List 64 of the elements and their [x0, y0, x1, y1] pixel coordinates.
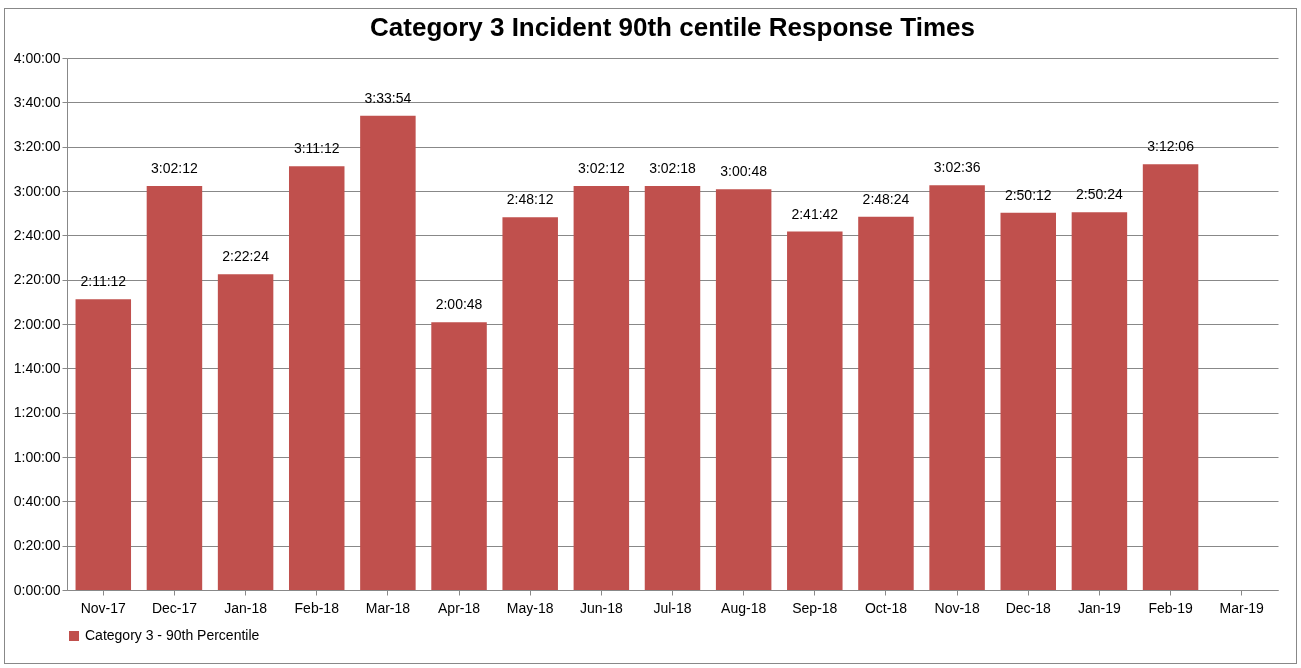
x-tick-label: Jan-19 [1078, 599, 1122, 616]
data-label: 3:02:12 [151, 160, 198, 177]
bar [858, 216, 914, 590]
y-tick-label: 4:00:00 [13, 49, 61, 66]
data-label: 3:11:12 [293, 140, 340, 157]
x-tick-label: Nov-18 [934, 599, 980, 616]
y-tick-label: 0:00:00 [13, 581, 61, 598]
x-tick-label: Sep-18 [792, 599, 838, 616]
y-tick-label: 1:20:00 [13, 404, 61, 421]
bar [146, 186, 203, 590]
x-tick-label: Aug-18 [721, 599, 767, 616]
y-tick-label: 1:00:00 [13, 448, 61, 465]
bar [787, 231, 843, 590]
bar [715, 189, 772, 590]
y-tick-label: 2:40:00 [13, 226, 61, 243]
data-label: 2:48:12 [506, 191, 554, 208]
x-tick-label: Jun-18 [579, 599, 623, 616]
x-tick-label: Apr-18 [438, 599, 481, 616]
y-tick-label: 2:00:00 [13, 315, 61, 332]
y-tick-label: 0:20:00 [13, 537, 61, 554]
x-tick-label: Feb-18 [294, 599, 340, 616]
y-tick-label: 3:40:00 [13, 93, 61, 110]
data-label: 2:50:12 [1004, 186, 1052, 203]
bar [217, 274, 274, 590]
bar [644, 185, 701, 590]
data-label: 2:48:24 [862, 190, 910, 207]
bar [75, 299, 132, 590]
x-tick-label: Feb-19 [1148, 599, 1193, 616]
legend-label: Category 3 - 90th Percentile [85, 627, 260, 643]
data-label: 3:02:18 [649, 159, 697, 176]
y-tick-label: 3:20:00 [13, 138, 61, 155]
data-label: 3:02:36 [933, 159, 981, 176]
x-tick-label: Oct-18 [864, 599, 908, 616]
x-tick-label: Nov-17 [80, 599, 127, 616]
data-label: 2:41:42 [791, 205, 839, 222]
chart-title: Category 3 Incident 90th centile Response Times [370, 12, 975, 42]
bar [431, 322, 487, 590]
x-tick-label: Mar-19 [1219, 599, 1265, 616]
data-label: 3:12:06 [1147, 138, 1195, 155]
y-tick-label: 0:40:00 [13, 492, 61, 509]
bar [288, 166, 345, 590]
x-tick-label: Jul-18 [653, 599, 692, 616]
bar [360, 115, 416, 590]
data-label: 2:50:24 [1076, 186, 1123, 203]
bar [502, 217, 558, 590]
x-tick-label: Dec-17 [151, 599, 198, 616]
x-tick-label: Dec-18 [1005, 599, 1052, 616]
y-tick-label: 1:40:00 [13, 359, 61, 376]
bar [1071, 212, 1128, 590]
data-label: 3:00:48 [720, 163, 768, 180]
y-tick-label: 3:00:00 [13, 182, 61, 199]
data-label: 3:02:12 [577, 160, 625, 177]
bar [1142, 164, 1199, 590]
x-tick-label: Mar-18 [365, 599, 411, 616]
bar [929, 185, 985, 590]
y-tick-label: 2:20:00 [13, 271, 61, 288]
x-tick-label: Jan-18 [224, 599, 268, 616]
data-label: 3:33:54 [364, 89, 412, 106]
data-label: 2:00:48 [435, 296, 483, 313]
bar [573, 186, 630, 590]
data-label: 2:11:12 [80, 273, 127, 290]
bar [1000, 212, 1057, 590]
x-tick-label: May-18 [506, 599, 554, 616]
data-label: 2:22:24 [222, 248, 270, 265]
